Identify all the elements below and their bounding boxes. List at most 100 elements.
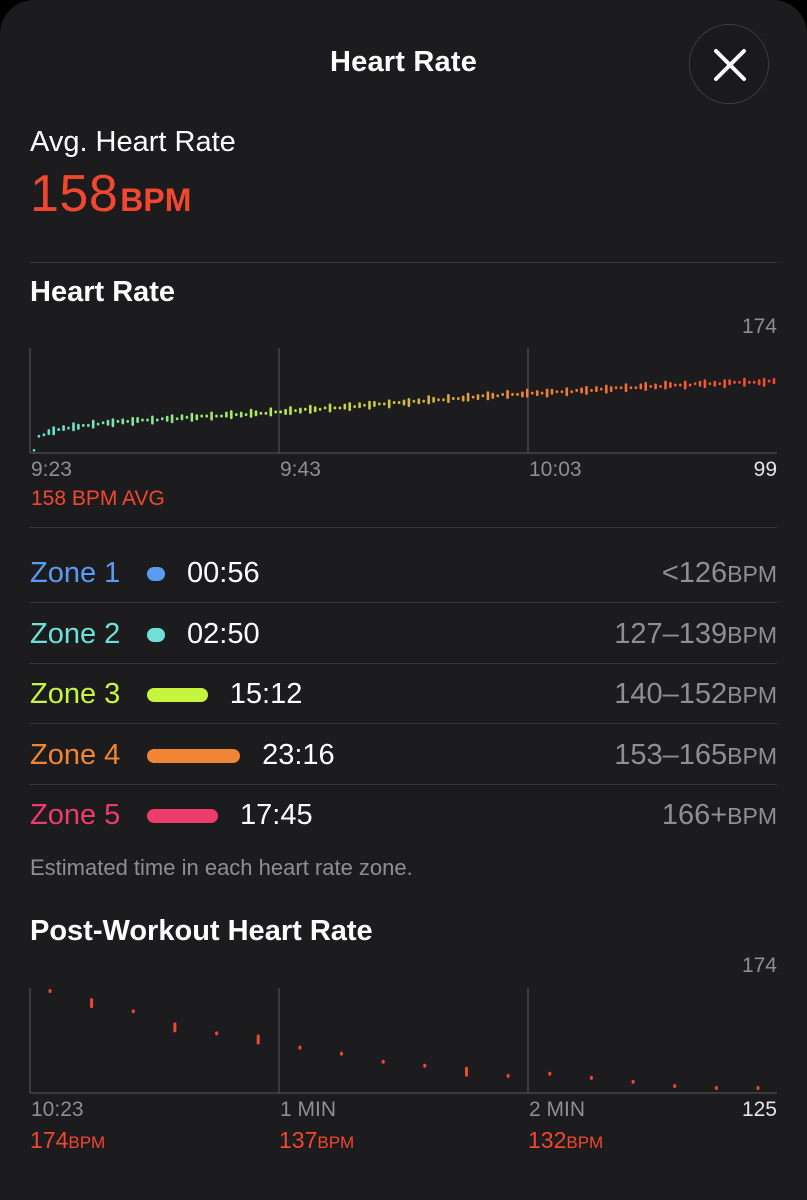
post-workout-point <box>756 1086 760 1090</box>
heart-rate-point <box>333 406 337 410</box>
heart-rate-point <box>412 399 416 403</box>
y-min-label: 125 <box>742 1098 777 1121</box>
post-workout-point <box>131 1009 135 1014</box>
heart-rate-point <box>185 415 189 419</box>
x-label: 2 MIN <box>529 1098 585 1121</box>
heart-rate-point <box>427 395 430 405</box>
heart-rate-point <box>535 390 539 397</box>
avg-heart-rate-unit: BPM <box>120 182 192 218</box>
zone-duration-bar <box>147 567 165 581</box>
divider <box>30 662 777 664</box>
heart-rate-point <box>363 403 366 407</box>
x-label: 10:23 <box>31 1098 84 1121</box>
heart-rate-point <box>91 419 95 429</box>
heart-rate-point <box>743 377 746 387</box>
zone-duration-bar <box>147 627 165 642</box>
heart-rate-point <box>486 391 490 401</box>
heart-rate-point <box>471 395 475 399</box>
heart-rate-point <box>728 379 731 386</box>
zone-row: Zone 3 15:12 140–152BPM <box>30 664 777 724</box>
heart-rate-point <box>555 390 559 394</box>
divider <box>30 527 777 528</box>
avg-bpm-label: 158 BPM AVG <box>31 487 165 510</box>
post-workout-point <box>215 1031 219 1036</box>
post-workout-point <box>340 1051 343 1056</box>
zone-time: 17:45 <box>240 799 313 831</box>
post-workout-point <box>548 1071 552 1076</box>
zone-range-unit: BPM <box>727 682 777 708</box>
heart-rate-point <box>136 417 139 423</box>
y-max-label: 174 <box>742 954 777 977</box>
heart-rate-point <box>511 392 514 396</box>
heart-rate-point <box>67 426 70 430</box>
post-workout-point <box>465 1066 468 1077</box>
y-min-label: 99 <box>754 458 777 481</box>
heart-rate-point <box>683 380 687 390</box>
zone-duration-bar <box>147 688 208 702</box>
heart-rate-point <box>304 407 307 411</box>
heart-rate-point <box>82 423 85 427</box>
zone-range-value: 153–165 <box>614 738 728 771</box>
zone-range: 153–165BPM <box>614 739 777 772</box>
divider <box>30 783 777 785</box>
heart-rate-point <box>595 386 598 393</box>
zone-range-value: <126 <box>661 557 728 589</box>
post-workout-point <box>256 1034 260 1045</box>
divider <box>30 262 777 263</box>
close-button[interactable] <box>689 24 769 104</box>
heart-rate-point <box>210 411 213 421</box>
zone-name: Zone 1 <box>30 557 121 589</box>
post-workout-point <box>90 998 94 1009</box>
heart-rate-point <box>200 414 203 418</box>
heart-rate-point <box>614 386 618 390</box>
heart-rate-point <box>521 391 524 398</box>
zone-time: 23:16 <box>262 738 335 771</box>
heart-rate-point <box>609 386 613 393</box>
post-workout-point <box>48 989 52 993</box>
heart-rate-point <box>703 379 707 389</box>
heart-rate-point <box>52 426 55 436</box>
heart-rate-point <box>605 384 608 394</box>
heart-rate-point <box>220 414 223 418</box>
zone-time: 02:50 <box>187 617 260 650</box>
heart-rate-point <box>723 379 726 389</box>
post-bpm-unit: BPM <box>566 1133 604 1152</box>
heart-rate-point <box>244 413 248 417</box>
zone-name: Zone 5 <box>30 799 121 831</box>
divider <box>30 723 777 724</box>
zone-range-unit: BPM <box>727 621 777 648</box>
heart-rate-point <box>531 391 534 395</box>
heart-rate-point <box>452 397 455 400</box>
heart-rate-point <box>239 411 243 418</box>
heart-rate-point <box>318 407 322 411</box>
heart-rate-point <box>437 398 440 402</box>
heart-rate-point <box>161 417 164 421</box>
zone-range: 140–152BPM <box>614 678 777 711</box>
heart-rate-point <box>664 380 667 390</box>
avg-heart-rate-label: Avg. Heart Rate <box>30 126 236 158</box>
heart-rate-chart: 174 99 9:23 9:43 10:03 158 BPM AVG <box>29 315 777 510</box>
zone-name: Zone 3 <box>30 678 121 710</box>
heart-rate-point <box>442 398 445 402</box>
heart-rate-point <box>101 421 105 425</box>
heart-rate-point <box>649 384 652 388</box>
heart-rate-point <box>392 401 396 404</box>
heart-rate-point <box>674 383 677 387</box>
heart-rate-point <box>417 398 421 405</box>
heart-rate-point <box>679 383 682 387</box>
heart-rate-point <box>126 419 129 423</box>
heart-rate-point <box>121 418 125 425</box>
heart-rate-point <box>407 398 411 407</box>
heart-rate-point <box>230 410 233 420</box>
divider <box>30 602 777 603</box>
heart-rate-point <box>116 419 120 423</box>
zone-row: Zone 1 00:56 <126BPM <box>30 543 777 603</box>
heart-rate-point <box>767 379 771 383</box>
heart-rate-point <box>353 405 356 409</box>
zone-range-value: 140–152 <box>614 678 728 710</box>
heart-rate-point <box>748 380 751 384</box>
heart-rate-point <box>397 401 401 404</box>
heart-rate-point <box>718 382 721 386</box>
heart-rate-point <box>141 418 144 422</box>
